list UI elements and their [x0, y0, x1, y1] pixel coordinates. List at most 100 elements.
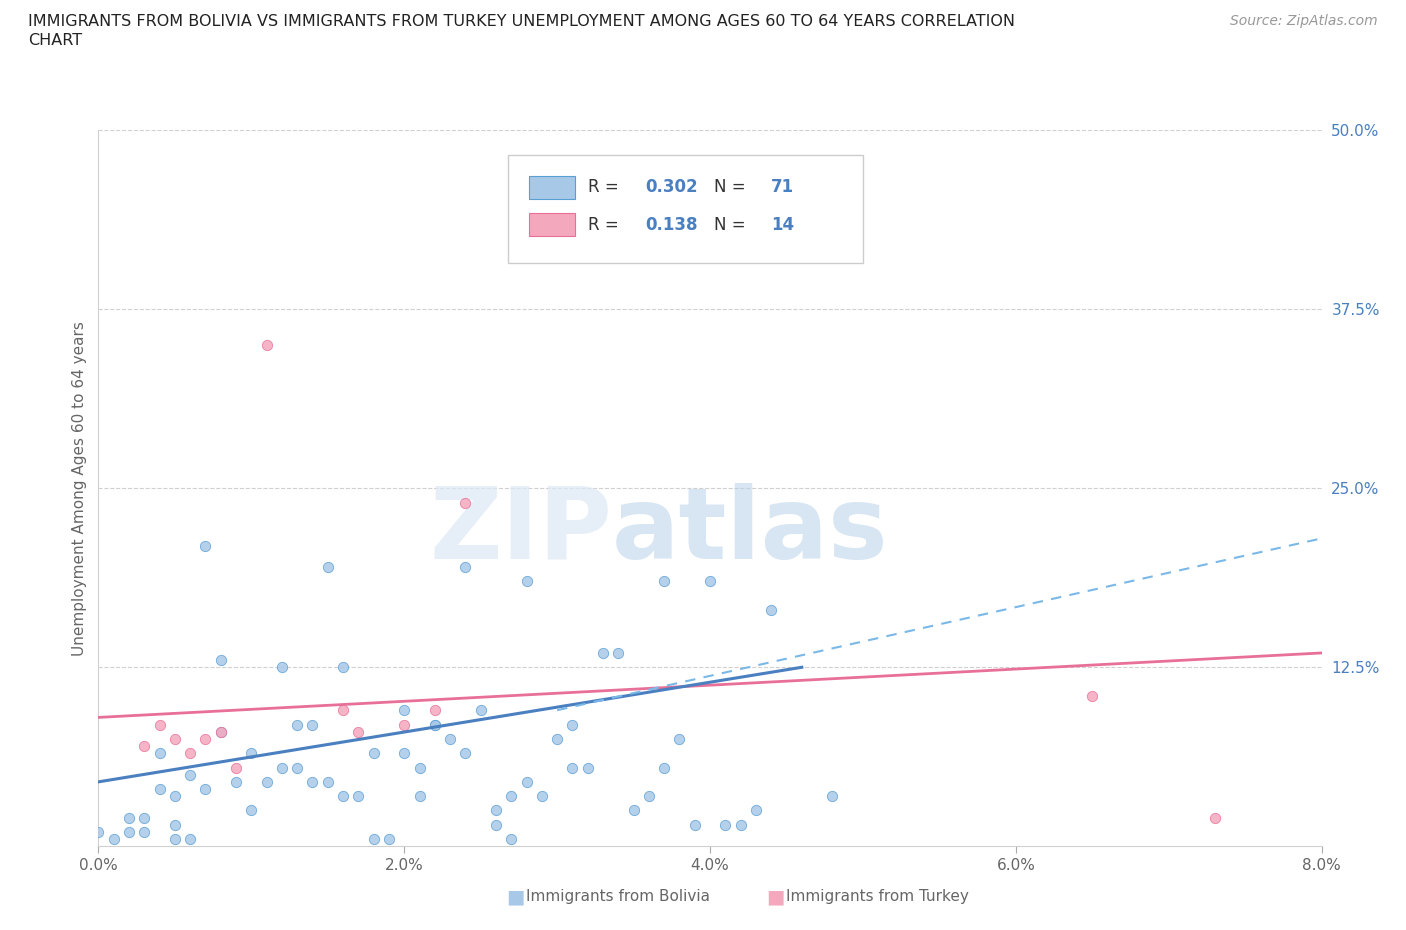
Text: ■: ■: [766, 887, 785, 906]
Point: [1204, 810, 1226, 825]
Point: [637, 789, 661, 804]
Point: [699, 574, 721, 589]
Point: [363, 831, 385, 846]
Point: [149, 781, 172, 796]
FancyBboxPatch shape: [529, 213, 575, 236]
Point: [163, 731, 186, 746]
Point: [118, 810, 141, 825]
Point: [454, 495, 477, 510]
Text: 14: 14: [772, 216, 794, 233]
Point: [332, 703, 354, 718]
Point: [516, 574, 538, 589]
Point: [546, 731, 568, 746]
Point: [134, 738, 156, 753]
Point: [623, 804, 645, 818]
Point: [194, 781, 217, 796]
Text: R =: R =: [588, 179, 624, 196]
Text: R =: R =: [588, 216, 628, 233]
Point: [270, 660, 294, 675]
FancyBboxPatch shape: [529, 176, 575, 199]
Point: [103, 831, 125, 846]
FancyBboxPatch shape: [508, 155, 863, 262]
Point: [225, 760, 247, 775]
Point: [118, 825, 141, 840]
Point: [668, 731, 690, 746]
Point: [285, 717, 308, 732]
Text: Immigrants from Bolivia: Immigrants from Bolivia: [526, 889, 710, 904]
Text: CHART: CHART: [28, 33, 82, 47]
Point: [454, 746, 477, 761]
Point: [149, 746, 172, 761]
Point: [347, 789, 370, 804]
Point: [149, 717, 172, 732]
Point: [485, 817, 508, 832]
Point: [209, 653, 232, 668]
Text: 71: 71: [772, 179, 794, 196]
Point: [561, 717, 583, 732]
Point: [378, 831, 401, 846]
Text: atlas: atlas: [612, 483, 889, 579]
Point: [209, 724, 232, 739]
Point: [87, 825, 110, 840]
Point: [745, 804, 768, 818]
Point: [485, 804, 508, 818]
Point: [423, 717, 446, 732]
Point: [134, 810, 156, 825]
Point: [530, 789, 553, 804]
Text: IMMIGRANTS FROM BOLIVIA VS IMMIGRANTS FROM TURKEY UNEMPLOYMENT AMONG AGES 60 TO : IMMIGRANTS FROM BOLIVIA VS IMMIGRANTS FR…: [28, 14, 1015, 29]
Point: [209, 724, 232, 739]
Point: [714, 817, 737, 832]
Point: [1081, 688, 1104, 703]
Text: N =: N =: [714, 216, 751, 233]
Point: [501, 789, 523, 804]
Point: [759, 603, 782, 618]
Point: [683, 817, 706, 832]
Point: [363, 746, 385, 761]
Point: [163, 789, 186, 804]
Point: [316, 560, 339, 575]
Point: [423, 717, 446, 732]
Point: [790, 223, 813, 238]
Point: [439, 731, 461, 746]
Text: Immigrants from Turkey: Immigrants from Turkey: [786, 889, 969, 904]
Text: ZIP: ZIP: [429, 483, 612, 579]
Point: [316, 775, 339, 790]
Point: [392, 703, 416, 718]
Point: [240, 746, 263, 761]
Point: [194, 538, 217, 553]
Point: [163, 831, 186, 846]
Y-axis label: Unemployment Among Ages 60 to 64 years: Unemployment Among Ages 60 to 64 years: [72, 321, 87, 656]
Point: [332, 660, 354, 675]
Text: 0.138: 0.138: [645, 216, 697, 233]
Point: [821, 789, 844, 804]
Point: [179, 746, 201, 761]
Point: [270, 760, 294, 775]
Point: [652, 760, 675, 775]
Text: Source: ZipAtlas.com: Source: ZipAtlas.com: [1230, 14, 1378, 28]
Point: [134, 825, 156, 840]
Point: [607, 645, 630, 660]
Point: [408, 760, 430, 775]
Text: 0.302: 0.302: [645, 179, 697, 196]
Point: [301, 775, 323, 790]
Point: [332, 789, 354, 804]
Point: [501, 831, 523, 846]
Point: [576, 760, 599, 775]
Point: [454, 560, 477, 575]
Text: ■: ■: [506, 887, 524, 906]
Point: [592, 645, 614, 660]
Point: [285, 760, 308, 775]
Point: [256, 338, 278, 352]
Point: [163, 817, 186, 832]
Point: [225, 775, 247, 790]
Point: [561, 760, 583, 775]
Point: [179, 831, 201, 846]
Point: [256, 775, 278, 790]
Point: [179, 767, 201, 782]
Point: [470, 703, 492, 718]
Point: [194, 731, 217, 746]
Point: [730, 817, 752, 832]
Point: [652, 574, 675, 589]
Point: [392, 717, 416, 732]
Point: [408, 789, 430, 804]
